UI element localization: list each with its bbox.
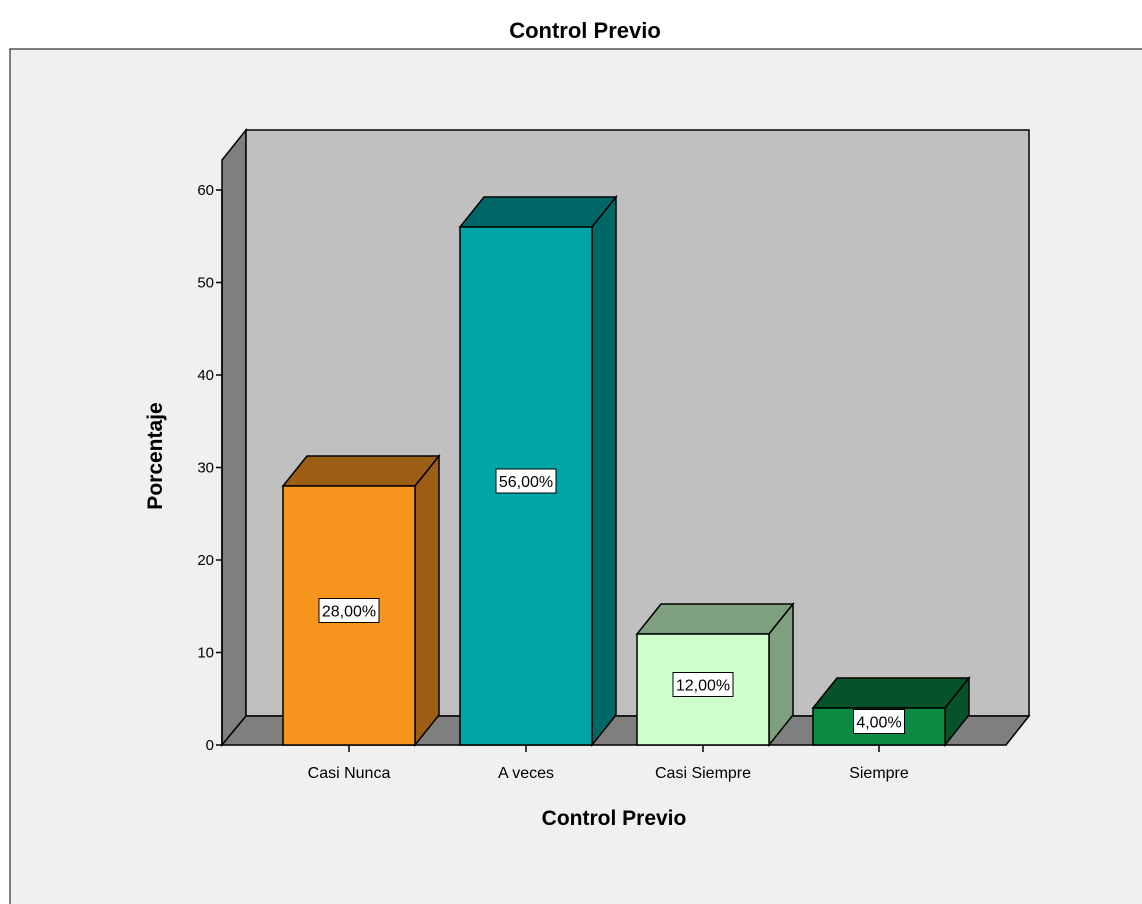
bar-top-face	[635, 603, 795, 635]
value-label: 4,00%	[856, 715, 901, 732]
x-tick-label: Casi Nunca	[308, 765, 391, 782]
x-tick-label: Casi Siempre	[655, 765, 751, 782]
y-axis-title: Porcentaje	[144, 402, 167, 509]
bar-2: 56,00%	[458, 194, 618, 748]
y-tick-label: 10	[197, 645, 214, 662]
plot-walls	[220, 127, 1031, 748]
value-label-box	[495, 468, 557, 494]
side-wall	[221, 127, 247, 748]
y-tick-label: 60	[197, 182, 214, 199]
value-label-box	[318, 598, 380, 623]
y-tick-label: 40	[197, 367, 214, 384]
y-tick-label: 0	[206, 737, 214, 754]
bar-top-face	[458, 196, 618, 228]
x-tick-label: Siempre	[849, 765, 909, 782]
bar-3: 12,00%	[635, 601, 795, 748]
bar-side-face	[414, 453, 440, 748]
value-label-box	[853, 709, 905, 734]
bars: 28,00% 56,00% 12,00% 4,00%	[281, 194, 971, 748]
value-label: 28,00%	[322, 604, 376, 621]
y-tick-label: 20	[197, 552, 214, 569]
chart-title: Control Previo	[509, 18, 661, 43]
x-axis-title: Control Previo	[542, 807, 687, 830]
bar-4: 4,00%	[811, 675, 971, 748]
bar-top-face	[281, 455, 441, 487]
bar-side-face	[591, 194, 617, 748]
value-label: 12,00%	[676, 678, 730, 695]
value-label: 56,00%	[499, 474, 553, 491]
y-axis: 0 10 20 30 40 50 60	[197, 182, 223, 754]
x-axis: Casi Nunca A veces Casi Siempre Siempre	[308, 745, 909, 782]
bar-1: 28,00%	[281, 453, 441, 748]
y-tick-label: 50	[197, 275, 214, 292]
bar-top-face	[811, 677, 971, 709]
y-tick-label: 30	[197, 460, 214, 477]
x-tick-label: A veces	[498, 765, 554, 782]
value-label-box	[672, 672, 734, 697]
